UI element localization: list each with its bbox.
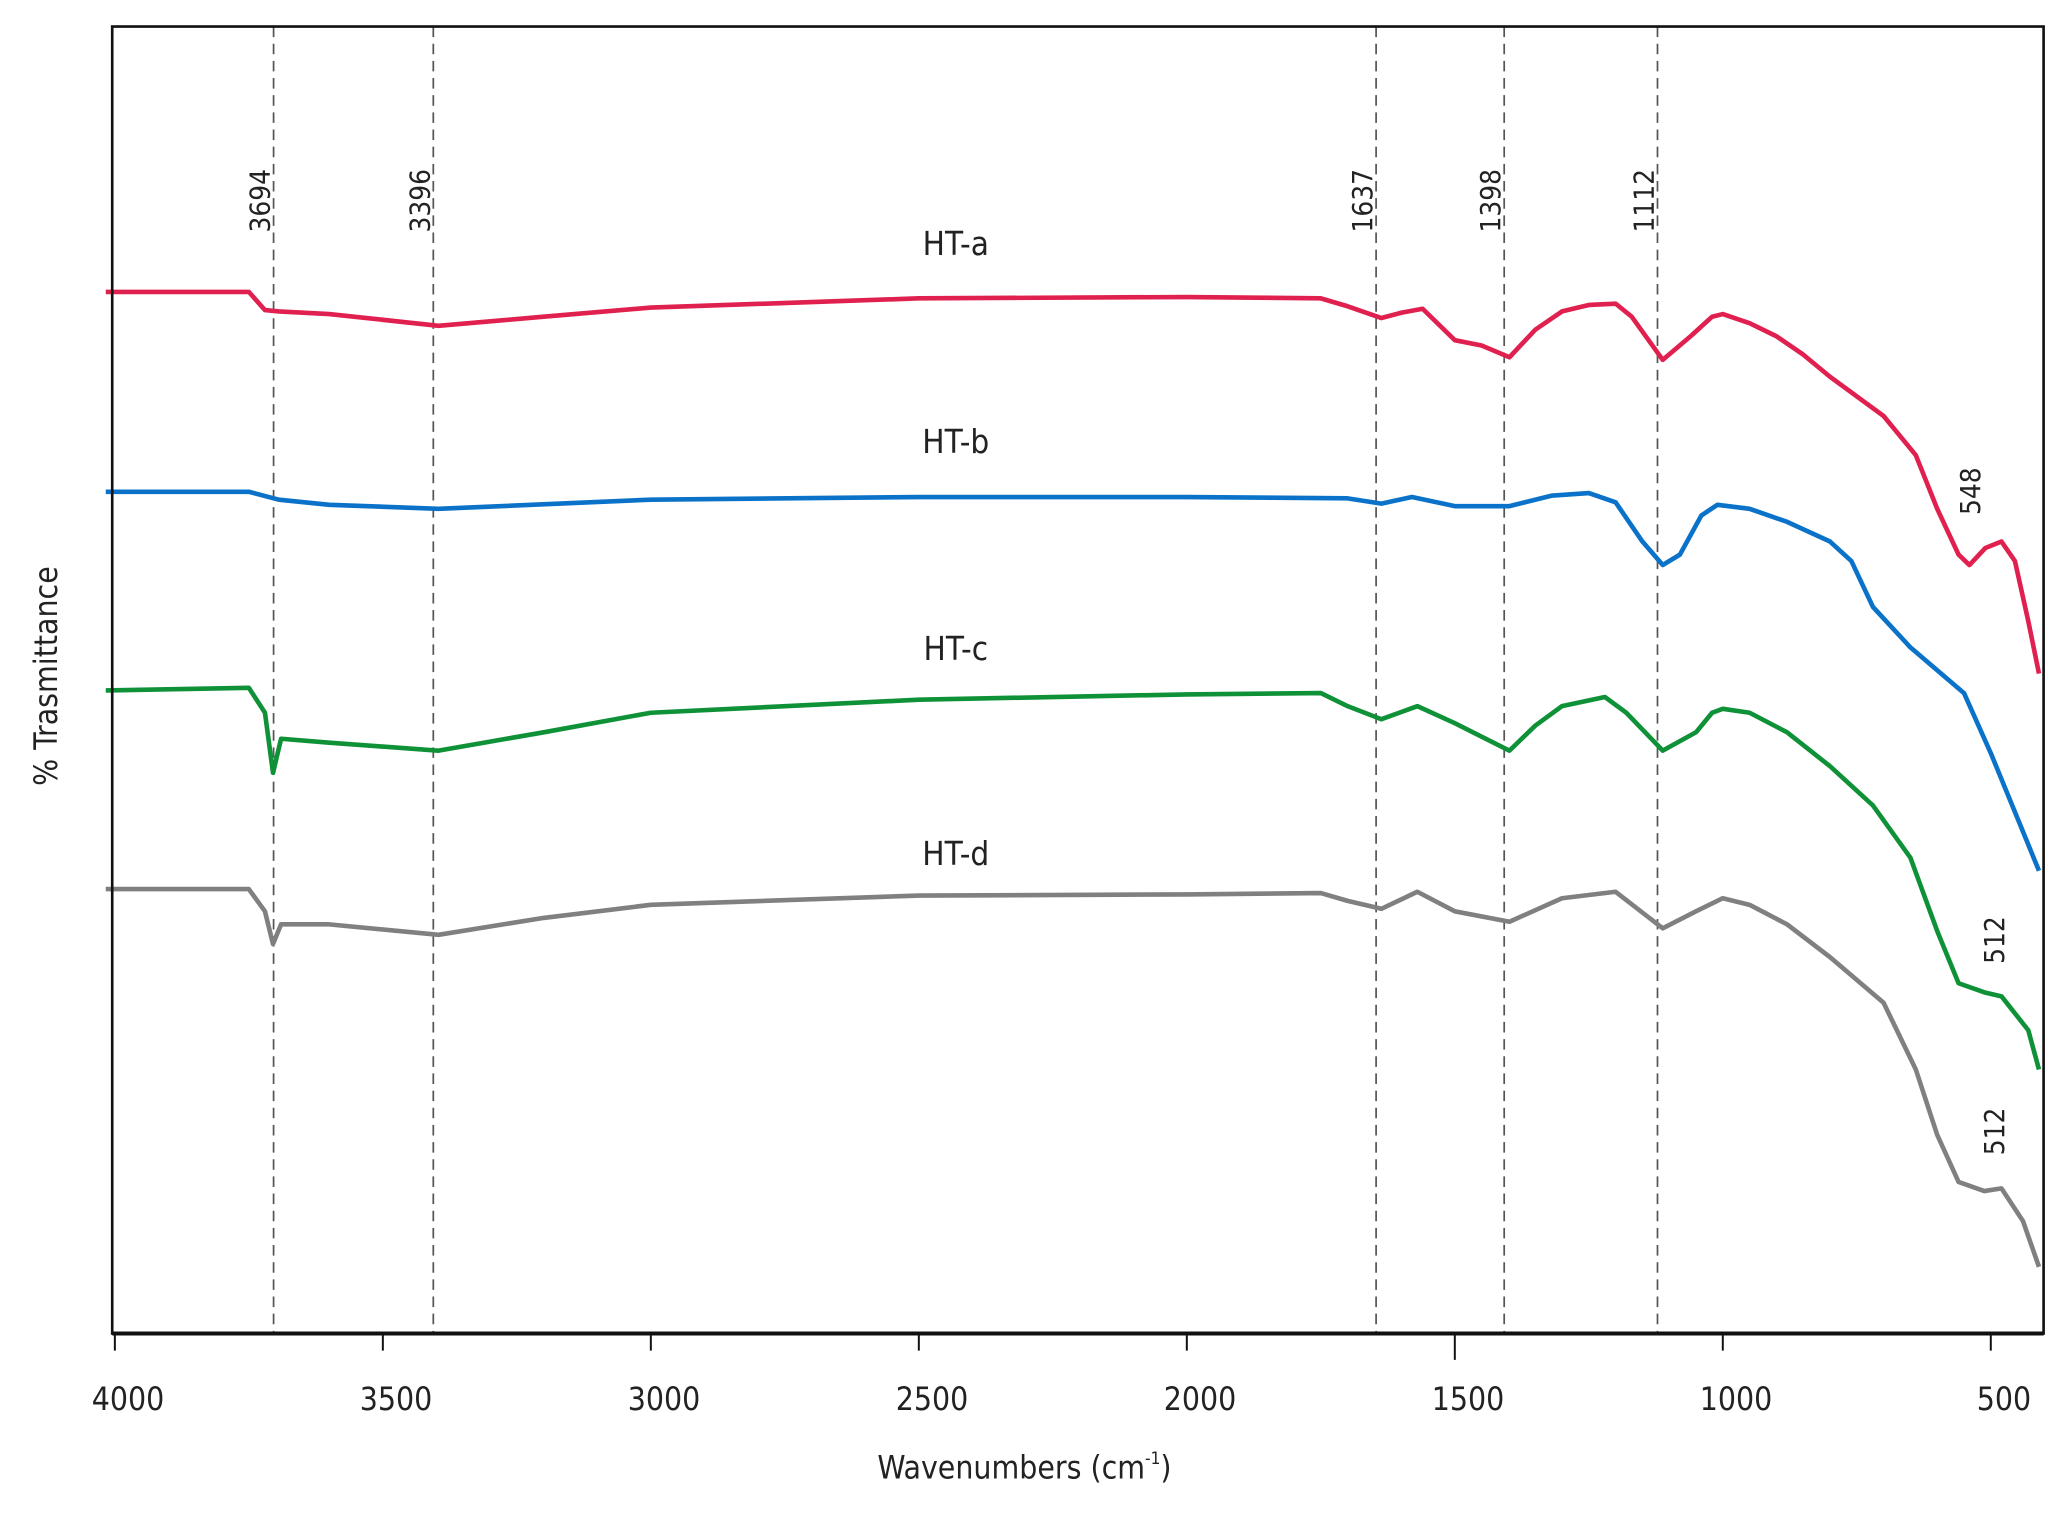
series-label: HT-c <box>924 629 988 668</box>
peak-label: 1112 <box>1628 169 1661 232</box>
series-line-ht-b <box>105 489 2042 872</box>
x-tick-label: 2500 <box>896 1382 968 1418</box>
x-tick-label: 2000 <box>1164 1382 1237 1418</box>
series-line-ht-d <box>105 886 2042 1268</box>
x-tick-label: 3500 <box>360 1382 433 1418</box>
annotations: 3694 3396 1637 1398 1112 HT-a 548 HT-b HT-c 512 HT… <box>244 169 2011 1155</box>
series-line-ht-c <box>105 685 2042 1071</box>
peak-label: 1637 <box>1346 169 1379 232</box>
peak-annotation: 548 <box>1954 467 1987 515</box>
x-tick-label: 1000 <box>1700 1382 1773 1418</box>
peak-label: 1398 <box>1474 169 1507 232</box>
reference-lines <box>272 26 1659 1334</box>
series-label: HT-b <box>922 422 989 461</box>
peak-annotation: 512 <box>1978 1108 2011 1156</box>
x-tick-label: 4000 <box>92 1382 165 1418</box>
peak-annotation: 512 <box>1978 916 2011 964</box>
series-group <box>105 289 2042 1268</box>
y-axis-title: % Trasmittance <box>29 566 65 786</box>
x-ticks: 4000 3500 3000 2500 2000 1500 1000 500 <box>92 1333 2031 1418</box>
plot-frame <box>110 25 2045 1335</box>
series-label: HT-d <box>922 834 989 873</box>
series-line-ht-a <box>105 289 2042 675</box>
x-tick-label: 1500 <box>1432 1382 1505 1418</box>
peak-label: 3694 <box>244 169 277 232</box>
series-label: HT-a <box>923 224 989 263</box>
x-tick-label: 500 <box>1977 1382 2031 1418</box>
x-tick-label: 3000 <box>628 1382 701 1418</box>
peak-label: 3396 <box>403 169 436 232</box>
x-axis-title: Wavenumbers (cm-1) <box>877 1449 1171 1487</box>
